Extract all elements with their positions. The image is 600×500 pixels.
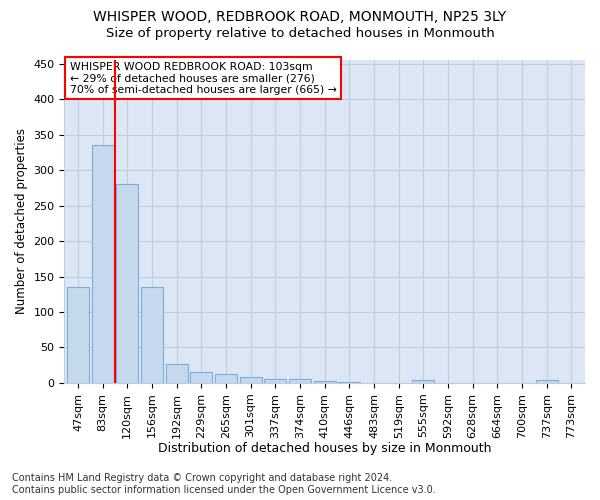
Bar [289,380,311,383]
Text: WHISPER WOOD, REDBROOK ROAD, MONMOUTH, NP25 3LY: WHISPER WOOD, REDBROOK ROAD, MONMOUTH, N… [94,10,506,24]
Bar [239,378,262,383]
Y-axis label: Number of detached properties: Number of detached properties [15,128,28,314]
Bar [190,372,212,383]
Bar [412,380,434,383]
Bar [338,382,361,383]
Text: Size of property relative to detached houses in Monmouth: Size of property relative to detached ho… [106,28,494,40]
Bar [215,374,237,383]
Bar [92,145,114,383]
X-axis label: Distribution of detached houses by size in Monmouth: Distribution of detached houses by size … [158,442,491,455]
Text: Contains HM Land Registry data © Crown copyright and database right 2024.
Contai: Contains HM Land Registry data © Crown c… [12,474,436,495]
Bar [116,184,139,383]
Bar [67,287,89,383]
Bar [166,364,188,383]
Bar [536,380,558,383]
Bar [314,381,336,383]
Bar [264,378,286,383]
Bar [141,287,163,383]
Text: WHISPER WOOD REDBROOK ROAD: 103sqm
← 29% of detached houses are smaller (276)
70: WHISPER WOOD REDBROOK ROAD: 103sqm ← 29%… [70,62,337,95]
